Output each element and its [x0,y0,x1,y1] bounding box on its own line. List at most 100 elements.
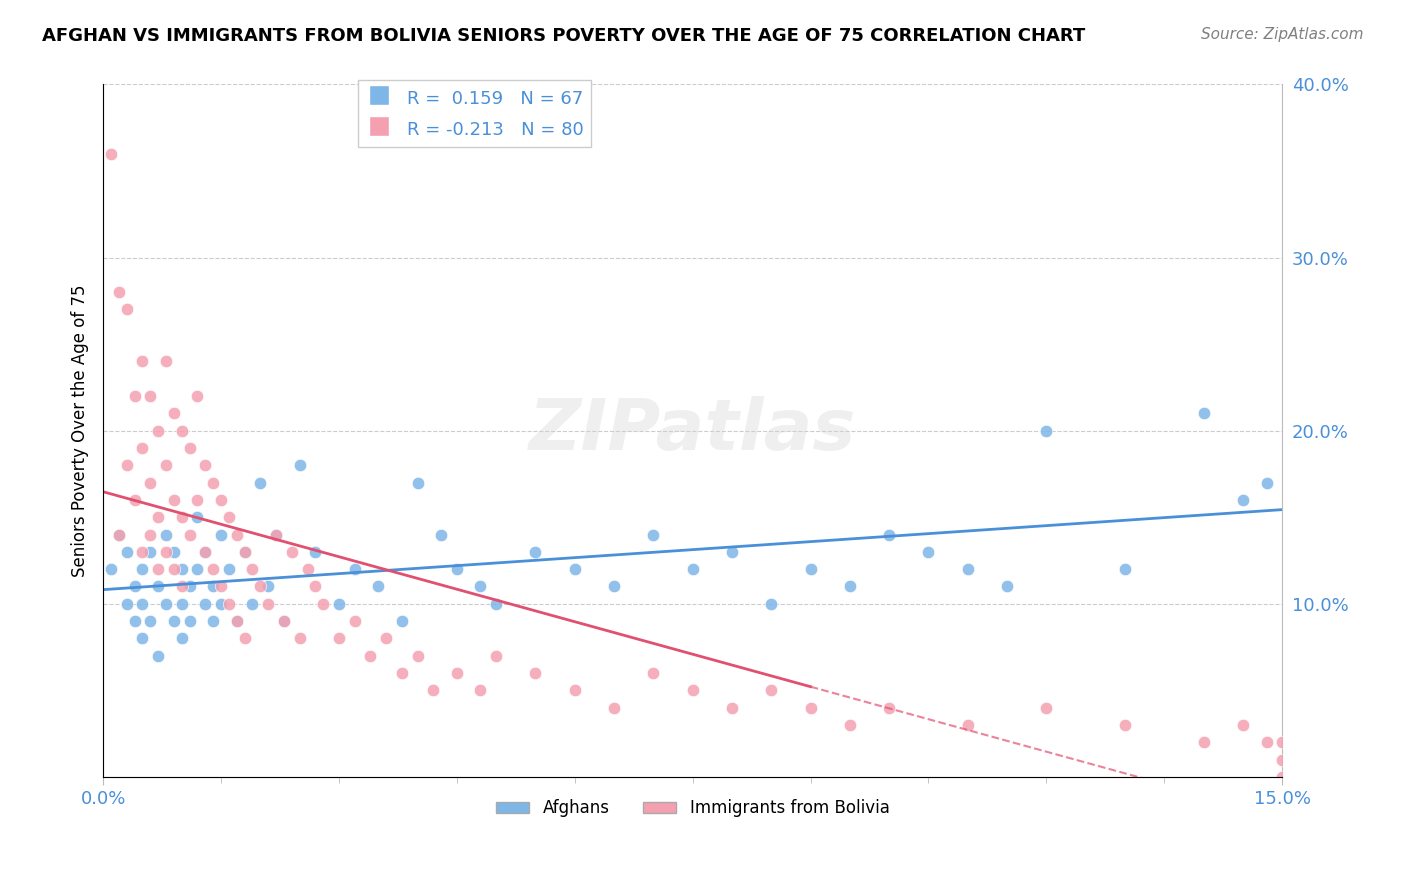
Point [564,683,586,698]
Point [838,579,860,593]
Point [524,665,547,680]
Point [328,597,350,611]
Point [202,475,225,490]
Point [146,510,169,524]
Point [1256,475,1278,490]
Point [124,492,146,507]
Point [170,424,193,438]
Point [218,562,240,576]
Point [257,597,280,611]
Point [155,354,177,368]
Point [367,579,389,593]
Point [108,285,131,300]
Point [800,700,823,714]
Point [1271,770,1294,784]
Point [643,527,665,541]
Point [108,527,131,541]
Legend: Afghans, Immigrants from Bolivia: Afghans, Immigrants from Bolivia [489,793,896,824]
Point [202,579,225,593]
Point [1114,718,1136,732]
Point [328,632,350,646]
Point [956,718,979,732]
Point [146,424,169,438]
Point [202,562,225,576]
Point [146,579,169,593]
Point [186,492,208,507]
Point [446,562,468,576]
Point [124,579,146,593]
Point [273,614,295,628]
Point [209,527,232,541]
Point [131,354,153,368]
Point [163,492,186,507]
Point [524,545,547,559]
Point [391,665,413,680]
Point [1256,735,1278,749]
Point [225,527,247,541]
Point [131,562,153,576]
Point [179,614,201,628]
Point [218,597,240,611]
Point [139,614,162,628]
Point [1271,735,1294,749]
Point [139,545,162,559]
Point [131,632,153,646]
Point [391,614,413,628]
Point [209,579,232,593]
Point [124,614,146,628]
Point [761,683,783,698]
Point [721,545,744,559]
Point [242,597,264,611]
Point [186,510,208,524]
Point [430,527,453,541]
Point [115,302,138,317]
Point [343,614,366,628]
Point [170,632,193,646]
Text: Source: ZipAtlas.com: Source: ZipAtlas.com [1201,27,1364,42]
Point [108,527,131,541]
Point [917,545,939,559]
Point [202,614,225,628]
Y-axis label: Seniors Poverty Over the Age of 75: Seniors Poverty Over the Age of 75 [72,285,89,577]
Point [288,632,311,646]
Point [564,562,586,576]
Point [257,579,280,593]
Point [1114,562,1136,576]
Point [115,545,138,559]
Point [485,648,508,663]
Point [281,545,304,559]
Point [170,579,193,593]
Point [485,597,508,611]
Point [131,441,153,455]
Point [956,562,979,576]
Text: ZIPatlas: ZIPatlas [529,396,856,465]
Point [225,614,247,628]
Point [242,562,264,576]
Point [146,562,169,576]
Point [124,389,146,403]
Point [209,597,232,611]
Point [139,527,162,541]
Point [682,562,704,576]
Point [288,458,311,473]
Text: AFGHAN VS IMMIGRANTS FROM BOLIVIA SENIORS POVERTY OVER THE AGE OF 75 CORRELATION: AFGHAN VS IMMIGRANTS FROM BOLIVIA SENIOR… [42,27,1085,45]
Point [446,665,468,680]
Point [1035,700,1057,714]
Point [139,475,162,490]
Point [312,597,335,611]
Point [682,683,704,698]
Point [155,527,177,541]
Point [163,545,186,559]
Point [163,406,186,420]
Point [721,700,744,714]
Point [297,562,319,576]
Point [155,545,177,559]
Point [139,389,162,403]
Point [194,545,217,559]
Point [186,389,208,403]
Point [194,597,217,611]
Point [422,683,444,698]
Point [249,579,271,593]
Point [800,562,823,576]
Point [1192,406,1215,420]
